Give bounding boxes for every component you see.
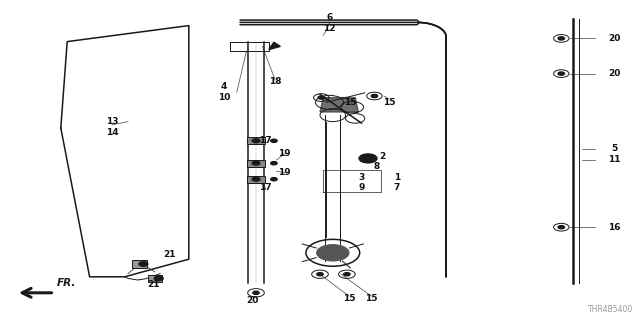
Text: 8: 8 bbox=[373, 162, 380, 171]
Polygon shape bbox=[320, 98, 358, 112]
Text: 19: 19 bbox=[278, 149, 291, 158]
Text: 20: 20 bbox=[608, 34, 621, 43]
Circle shape bbox=[317, 245, 349, 261]
Circle shape bbox=[271, 139, 277, 142]
Text: 15: 15 bbox=[342, 294, 355, 303]
Text: 17: 17 bbox=[259, 183, 272, 192]
Text: FR.: FR. bbox=[56, 278, 76, 288]
Circle shape bbox=[344, 273, 350, 276]
Circle shape bbox=[317, 273, 323, 276]
Circle shape bbox=[558, 72, 564, 75]
Bar bbox=[132, 260, 147, 268]
Text: 1: 1 bbox=[394, 173, 400, 182]
Text: 6: 6 bbox=[326, 13, 333, 22]
Text: 13: 13 bbox=[106, 117, 118, 126]
Text: 17: 17 bbox=[259, 136, 272, 145]
Bar bbox=[247, 160, 265, 167]
Text: 10: 10 bbox=[218, 93, 230, 102]
Circle shape bbox=[252, 161, 260, 165]
Circle shape bbox=[271, 162, 277, 165]
Text: THR4B5400: THR4B5400 bbox=[588, 305, 634, 314]
Circle shape bbox=[271, 178, 277, 181]
Circle shape bbox=[252, 139, 260, 143]
Text: 15: 15 bbox=[365, 294, 378, 303]
Polygon shape bbox=[269, 42, 280, 50]
Bar bbox=[247, 137, 265, 144]
Circle shape bbox=[558, 37, 564, 40]
Text: 5: 5 bbox=[611, 144, 618, 153]
Circle shape bbox=[318, 96, 324, 99]
Bar bbox=[148, 275, 162, 282]
Circle shape bbox=[252, 177, 260, 181]
Text: 21: 21 bbox=[163, 250, 176, 259]
Circle shape bbox=[359, 154, 377, 163]
Text: 19: 19 bbox=[278, 168, 291, 177]
Circle shape bbox=[558, 226, 564, 229]
Text: 18: 18 bbox=[269, 77, 282, 86]
Text: 21: 21 bbox=[147, 280, 160, 289]
Text: 15: 15 bbox=[383, 98, 396, 107]
Text: 9: 9 bbox=[358, 183, 365, 192]
Circle shape bbox=[139, 262, 148, 266]
Text: 14: 14 bbox=[106, 128, 118, 137]
Circle shape bbox=[371, 94, 378, 98]
Circle shape bbox=[253, 291, 259, 294]
Text: 12: 12 bbox=[323, 24, 336, 33]
Text: 7: 7 bbox=[394, 183, 400, 192]
Text: 15: 15 bbox=[344, 98, 357, 107]
Text: 11: 11 bbox=[608, 156, 621, 164]
Text: 20: 20 bbox=[608, 69, 621, 78]
Text: 20: 20 bbox=[246, 296, 259, 305]
Text: 2: 2 bbox=[380, 152, 386, 161]
Text: 3: 3 bbox=[358, 173, 365, 182]
Text: 16: 16 bbox=[608, 223, 621, 232]
Circle shape bbox=[154, 276, 163, 281]
Bar bbox=[247, 176, 265, 183]
Text: 4: 4 bbox=[221, 82, 227, 91]
